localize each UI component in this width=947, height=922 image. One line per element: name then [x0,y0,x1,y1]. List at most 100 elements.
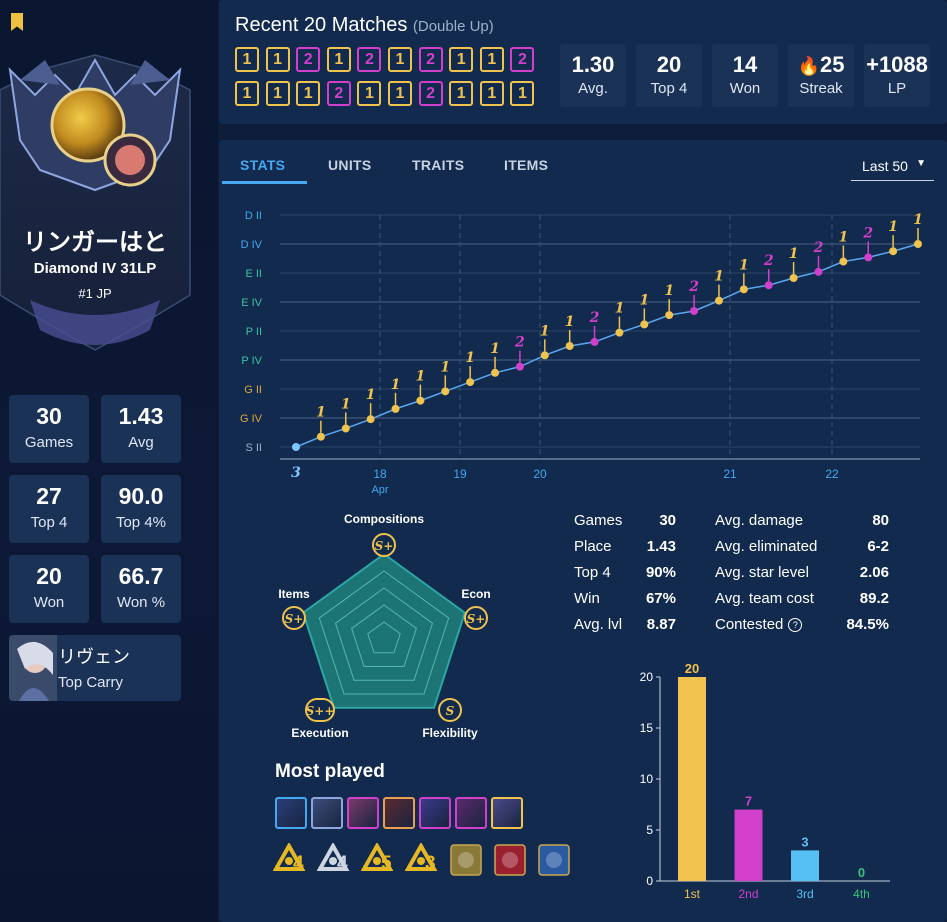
bar-1st[interactable] [678,677,706,881]
lp-point[interactable] [914,240,922,248]
lp-point[interactable] [864,253,873,262]
champion-icon[interactable] [455,797,487,829]
lp-line [295,243,919,448]
tab-items[interactable]: ITEMS [504,157,549,173]
summary-row-label: Contested [715,616,784,633]
lp-point[interactable] [615,328,624,337]
trait-icon[interactable]: 3 [404,841,441,877]
placement-chip[interactable]: 2 [357,47,382,72]
lp-point[interactable] [491,368,500,377]
tab-units[interactable]: UNITS [328,157,372,173]
summary-row-value: 89.2 [859,590,889,607]
placement-chip[interactable]: 1 [449,47,474,72]
lp-point[interactable] [540,351,549,360]
placement-chip[interactable]: 2 [510,47,535,72]
summary-top4: 20 Top 4 [636,44,702,107]
summary-row-value: 90% [645,564,676,581]
y-tick-label: G II [244,384,262,396]
stat-games: 30 Games [9,395,89,463]
lp-point[interactable] [441,387,450,396]
champion-icon[interactable] [419,797,451,829]
lp-point[interactable] [714,296,723,305]
lp-point[interactable] [690,306,699,315]
trait-icon[interactable]: 4 [316,841,353,877]
summary-row: Contested? 84.5% [715,616,889,633]
tab-traits[interactable]: TRAITS [412,157,465,173]
bar-y-tick-label: 5 [646,823,653,837]
item-icon[interactable] [449,843,485,877]
placement-chip[interactable]: 1 [235,47,259,72]
trait-icon[interactable]: 4 [272,841,309,877]
lp-point[interactable] [316,432,325,441]
radar-axis-label: Econ [461,587,490,601]
placement-chip[interactable]: 1 [326,47,351,72]
placement-chip[interactable]: 1 [510,81,535,106]
lp-point[interactable] [640,320,649,329]
lp-point[interactable] [292,443,300,451]
lp-point[interactable] [590,337,599,346]
lp-point[interactable] [466,378,475,387]
stat-won-percent: 66.7 Won % [101,555,181,623]
placement-chip[interactable]: 1 [479,47,504,72]
placement-chip[interactable]: 1 [449,81,474,106]
placement-chip[interactable]: 1 [235,81,259,106]
filter-dropdown[interactable]: Last 50 ▼ [851,150,934,181]
lp-point[interactable] [839,257,848,266]
lp-point[interactable] [391,404,400,413]
help-icon[interactable]: ? [788,618,803,632]
lp-point[interactable] [789,274,798,283]
lp-point[interactable] [739,285,748,294]
grade-badge [305,698,335,722]
lp-point[interactable] [515,362,524,371]
item-icon[interactable] [537,843,573,877]
y-tick-label: P IV [241,355,262,367]
lp-point[interactable] [416,396,425,405]
champion-icon[interactable] [311,797,343,829]
top-carry-card[interactable]: リヴェン Top Carry [9,635,181,701]
bookmark-icon[interactable] [11,13,23,31]
bar-3rd[interactable] [791,850,819,881]
lp-point[interactable] [764,281,773,290]
stat-top4: 27 Top 4 [9,475,89,543]
bar-category-label: 4th [853,887,870,901]
placement-chip[interactable]: 1 [296,81,321,106]
placement-chip[interactable]: 1 [265,47,290,72]
champion-icon[interactable] [383,797,415,829]
placement-label: 1 [714,269,724,285]
placement-chip[interactable]: 2 [418,81,443,106]
placement-chip[interactable]: 2 [418,47,443,72]
placement-chip[interactable]: 2 [296,47,321,72]
placement-label: 2 [589,310,600,326]
placement-chip[interactable]: 1 [265,81,290,106]
y-tick-label: P II [246,326,262,338]
tab-stats[interactable]: STATS [240,157,286,173]
placement-chip[interactable]: 1 [388,47,412,72]
bar-value-label: 0 [858,865,865,880]
lp-point[interactable] [889,247,898,256]
lp-point[interactable] [565,342,574,351]
filter-label: Last 50 [862,158,908,174]
champion-icon[interactable] [491,797,523,829]
placement-chip[interactable]: 2 [326,81,351,106]
placement-chip[interactable]: 1 [479,81,504,106]
radar-axis-label: Compositions [344,512,424,526]
placement-label: 2 [688,279,699,295]
lp-point[interactable] [341,424,350,433]
summary-row-label: Win [574,590,600,607]
champion-icon[interactable] [275,797,307,829]
summary-row-label: Avg. eliminated [715,538,818,555]
lp-history-chart: D II D IV E II E IV P II P IV G II G IV S II 18 19… [240,210,923,496]
trait-icon[interactable]: 5 [360,841,397,877]
item-icon[interactable] [493,843,529,877]
placement-chip[interactable]: 1 [357,81,382,106]
champion-icon[interactable] [347,797,379,829]
rank-emblem-banner [0,54,191,351]
placement-chip[interactable]: 1 [388,81,412,106]
bar-2nd[interactable] [734,809,763,881]
bar-category-label: 3rd [796,887,813,901]
trait-count: 4 [337,853,348,874]
lp-point[interactable] [665,311,674,320]
lp-point[interactable] [366,415,375,424]
stat-top4-percent: 90.0 Top 4% [101,475,181,543]
lp-point[interactable] [814,267,823,276]
